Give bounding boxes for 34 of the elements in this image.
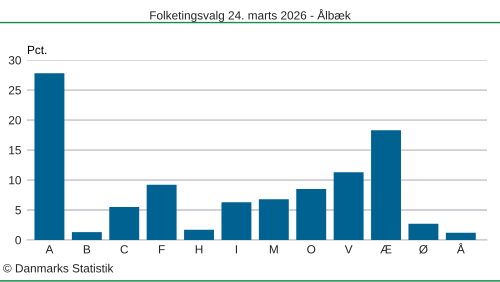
x-tick-label: Æ — [380, 245, 392, 254]
bar — [72, 232, 102, 240]
bar — [296, 189, 326, 240]
x-tick-label: M — [270, 245, 278, 254]
y-tick-label: 0 — [15, 236, 21, 244]
text: © Danmarks Statistik — [3, 264, 114, 272]
bar — [334, 172, 364, 240]
y-axis-title: Pct. — [28, 46, 46, 54]
x-tick-label: Ø — [419, 244, 428, 254]
bar — [184, 230, 214, 240]
x-tick-label: H — [196, 245, 202, 254]
bar — [146, 184, 177, 240]
x-tick-label: B — [84, 245, 90, 254]
x-tick-label: O — [307, 245, 316, 254]
bar — [408, 224, 438, 240]
bar — [34, 73, 64, 240]
bar — [109, 206, 140, 240]
x-tick-label: I — [236, 245, 237, 254]
bar — [371, 130, 401, 240]
x-tick-label: Å — [456, 243, 465, 254]
x-tick-label: F — [158, 245, 165, 254]
y-tick-label: 10 — [9, 176, 21, 184]
bar — [446, 232, 476, 240]
x-tick-label: C — [120, 245, 128, 254]
x-tick-label: A — [46, 245, 54, 254]
y-tick-label: 30 — [8, 56, 21, 64]
chart-title: Folketingsvalg 24. marts 2026 - Ålbæk — [150, 9, 351, 22]
y-tick-label: 20 — [8, 116, 21, 124]
y-tick-label: 15 — [9, 146, 21, 154]
y-tick-label: 25 — [8, 86, 21, 94]
x-tick-label: V — [344, 245, 353, 254]
bar — [258, 199, 289, 240]
y-tick-label: 5 — [15, 206, 21, 214]
bar — [221, 202, 252, 240]
